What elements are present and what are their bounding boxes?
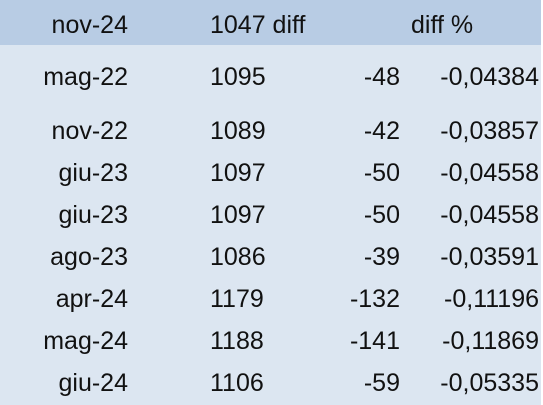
date-cell[interactable]: mag-24 <box>43 327 128 355</box>
header-pct-cell[interactable]: diff % <box>411 11 474 39</box>
diff-cell[interactable]: -39 <box>363 243 400 271</box>
pct-cell[interactable]: -0,04558 <box>440 201 539 229</box>
diff-cell[interactable]: -42 <box>363 117 400 145</box>
value-cell[interactable]: 1097 <box>210 201 266 229</box>
pct-cell[interactable]: -0,11196 <box>444 285 539 313</box>
header-date-cell[interactable]: nov-24 <box>51 11 128 39</box>
diff-cell[interactable]: -132 <box>349 285 400 313</box>
date-cell[interactable]: ago-23 <box>50 243 128 271</box>
date-cell[interactable]: giu-24 <box>58 369 129 397</box>
value-cell[interactable]: 1106 <box>210 369 264 397</box>
date-cell[interactable]: apr-24 <box>55 285 128 313</box>
value-cell[interactable]: 1095 <box>210 63 266 91</box>
pct-cell[interactable]: -0,04384 <box>440 63 539 91</box>
diff-cell[interactable]: -141 <box>349 327 400 355</box>
diff-cell[interactable]: -50 <box>363 159 400 187</box>
table-header-row: nov-24 1047 diff diff % <box>0 0 541 45</box>
date-cell[interactable]: nov-22 <box>51 117 128 145</box>
value-cell[interactable]: 1089 <box>210 117 266 145</box>
diff-cell[interactable]: -59 <box>363 369 400 397</box>
pct-cell[interactable]: -0,04558 <box>440 159 539 187</box>
header-value-cell[interactable]: 1047 diff <box>210 11 306 39</box>
date-cell[interactable]: mag-22 <box>43 63 128 91</box>
diff-cell[interactable]: -48 <box>363 63 400 91</box>
pct-cell[interactable]: -0,03857 <box>440 117 539 145</box>
value-cell[interactable]: 1188 <box>210 327 264 355</box>
pct-cell[interactable]: -0,03591 <box>440 243 539 271</box>
date-cell[interactable]: giu-23 <box>58 159 129 187</box>
diff-cell[interactable]: -50 <box>363 201 400 229</box>
pct-cell[interactable]: -0,05335 <box>440 369 539 397</box>
value-cell[interactable]: 1179 <box>210 285 264 313</box>
pct-cell[interactable]: -0,11869 <box>442 327 539 355</box>
value-cell[interactable]: 1097 <box>210 159 266 187</box>
value-cell[interactable]: 1086 <box>210 243 266 271</box>
date-cell[interactable]: giu-23 <box>58 201 129 229</box>
